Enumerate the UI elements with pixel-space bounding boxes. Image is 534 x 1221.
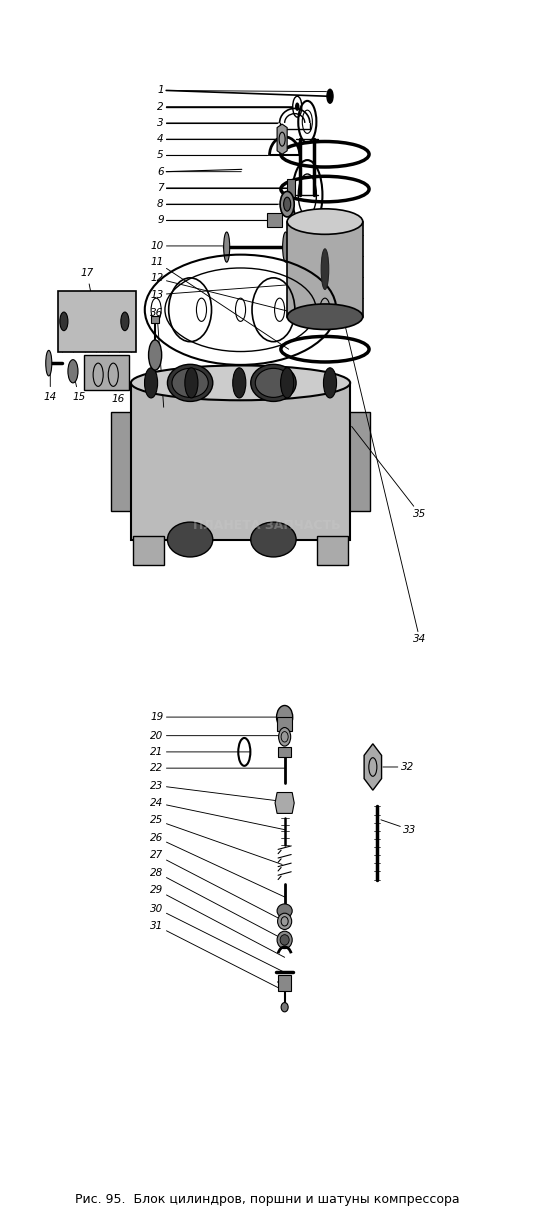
- Text: 4: 4: [157, 134, 277, 144]
- Bar: [111, 411, 132, 510]
- Text: 26: 26: [151, 833, 285, 897]
- Circle shape: [145, 368, 158, 398]
- Text: ПЛАНЕТА ЗАПЧАСТЬ: ПЛАНЕТА ЗАПЧАСТЬ: [193, 519, 341, 532]
- Text: 28: 28: [151, 868, 285, 940]
- Circle shape: [233, 368, 246, 398]
- Text: 10: 10: [151, 241, 226, 252]
- Text: 24: 24: [151, 799, 285, 829]
- Bar: [287, 178, 295, 198]
- Text: 22: 22: [151, 763, 285, 773]
- Text: 36: 36: [151, 308, 164, 408]
- Ellipse shape: [287, 209, 363, 234]
- Text: 23: 23: [151, 780, 286, 802]
- Bar: [58, 291, 136, 352]
- Text: 11: 11: [151, 258, 289, 349]
- Ellipse shape: [255, 369, 292, 397]
- Ellipse shape: [131, 365, 350, 400]
- Bar: [278, 747, 291, 757]
- Text: 8: 8: [157, 199, 280, 209]
- Ellipse shape: [277, 904, 292, 918]
- Bar: [277, 717, 292, 731]
- Ellipse shape: [281, 1002, 288, 1012]
- Text: 2: 2: [157, 101, 293, 111]
- Ellipse shape: [278, 913, 292, 929]
- Text: 1: 1: [157, 85, 326, 95]
- Text: 30: 30: [151, 904, 285, 972]
- Ellipse shape: [46, 350, 52, 376]
- Text: 25: 25: [151, 816, 282, 864]
- Text: 17: 17: [81, 269, 95, 314]
- Text: 16: 16: [109, 377, 125, 404]
- Ellipse shape: [224, 232, 230, 263]
- Ellipse shape: [280, 192, 294, 217]
- Circle shape: [327, 89, 333, 104]
- Ellipse shape: [277, 932, 292, 949]
- Text: 12: 12: [151, 274, 296, 314]
- Circle shape: [280, 368, 294, 398]
- Text: 9: 9: [157, 215, 266, 226]
- Ellipse shape: [277, 706, 293, 729]
- Text: 27: 27: [151, 850, 285, 922]
- Text: 13: 13: [151, 284, 296, 299]
- Ellipse shape: [282, 232, 289, 263]
- Text: 19: 19: [151, 712, 281, 722]
- Text: 3: 3: [157, 118, 279, 128]
- Polygon shape: [277, 125, 287, 154]
- Circle shape: [148, 339, 162, 370]
- Text: Рис. 95.  Блок цилиндров, поршни и шатуны компрессора: Рис. 95. Блок цилиндров, поршни и шатуны…: [75, 1193, 459, 1206]
- Bar: [84, 355, 129, 389]
- Circle shape: [60, 313, 68, 331]
- Ellipse shape: [321, 249, 329, 289]
- Circle shape: [185, 368, 198, 398]
- Circle shape: [68, 360, 78, 383]
- Bar: [151, 315, 159, 322]
- Text: 18: 18: [151, 363, 164, 380]
- Circle shape: [296, 104, 299, 110]
- Text: 20: 20: [151, 730, 285, 741]
- Text: 29: 29: [151, 885, 285, 957]
- Ellipse shape: [251, 364, 296, 402]
- Ellipse shape: [168, 523, 213, 557]
- Ellipse shape: [279, 728, 290, 746]
- Polygon shape: [275, 792, 294, 813]
- Text: 31: 31: [151, 921, 285, 991]
- Ellipse shape: [172, 369, 208, 397]
- Text: 21: 21: [151, 747, 250, 757]
- Ellipse shape: [287, 304, 363, 330]
- Text: 5: 5: [157, 150, 269, 160]
- Ellipse shape: [168, 364, 213, 402]
- Bar: [134, 536, 164, 565]
- Bar: [349, 411, 370, 510]
- Text: 32: 32: [383, 762, 414, 772]
- Circle shape: [121, 313, 129, 331]
- Text: 15: 15: [73, 374, 85, 402]
- Circle shape: [324, 368, 336, 398]
- Bar: [278, 974, 291, 991]
- Ellipse shape: [251, 523, 296, 557]
- Text: 6: 6: [157, 166, 241, 177]
- Text: 34: 34: [341, 310, 427, 645]
- Ellipse shape: [280, 935, 289, 945]
- Text: 33: 33: [381, 819, 417, 835]
- Ellipse shape: [284, 198, 290, 211]
- Bar: [287, 221, 363, 316]
- Bar: [317, 536, 348, 565]
- Bar: [267, 214, 282, 227]
- Text: 14: 14: [44, 366, 57, 402]
- Bar: [131, 383, 350, 540]
- Text: 7: 7: [157, 183, 287, 193]
- Text: 35: 35: [352, 426, 427, 519]
